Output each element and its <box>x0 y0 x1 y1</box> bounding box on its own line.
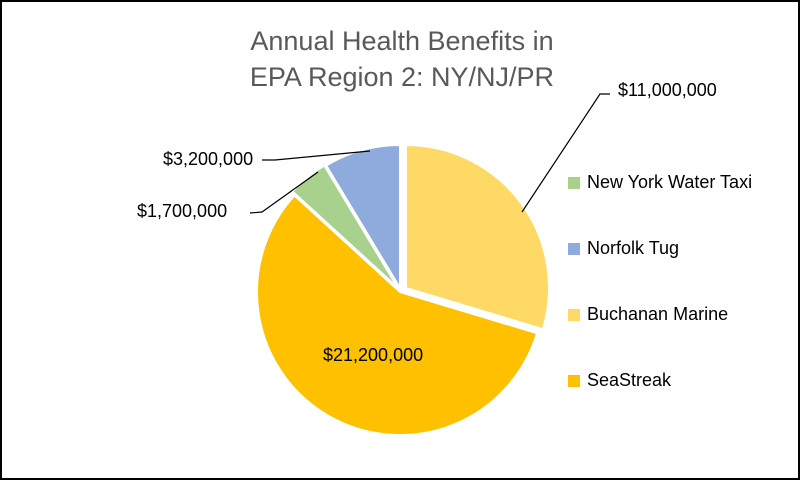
legend-label: SeaStreak <box>587 370 672 390</box>
slice-norfolk-tug <box>324 143 401 292</box>
chart-title-line-1: Annual Health Benefits in <box>250 26 554 56</box>
legend-label: Buchanan Marine <box>587 304 729 324</box>
legend-swatch <box>568 375 580 387</box>
legend-label: Norfolk Tug <box>587 238 680 258</box>
data-label-new-york-water-taxi: $1,700,000 <box>137 201 228 221</box>
legend-item-new-york-water-taxi: New York Water Taxi <box>568 170 752 194</box>
legend-swatch <box>568 309 580 321</box>
data-label-norfolk-tug: $3,200,000 <box>163 149 254 169</box>
data-label-seastreak: $21,200,000 <box>323 345 424 365</box>
legend-item-norfolk-tug: Norfolk Tug <box>568 236 679 260</box>
slice-buchanan-marine <box>405 143 550 331</box>
leader-line-buchanan-marine <box>521 93 610 213</box>
slice-seastreak <box>256 194 539 436</box>
legend-label: New York Water Taxi <box>587 172 753 192</box>
data-label-buchanan-marine: $11,000,000 <box>618 80 717 100</box>
slice-new-york-water-taxi <box>291 164 399 289</box>
chart-title-line-2: EPA Region 2: NY/NJ/PR <box>249 62 555 92</box>
leader-line-norfolk-tug <box>262 150 371 161</box>
leader-line-new-york-water-taxi <box>249 171 319 214</box>
legend-item-buchanan-marine: Buchanan Marine <box>568 302 728 326</box>
legend-item-seastreak: SeaStreak <box>568 368 671 392</box>
legend-swatch <box>568 177 580 189</box>
legend-swatch <box>568 243 580 255</box>
